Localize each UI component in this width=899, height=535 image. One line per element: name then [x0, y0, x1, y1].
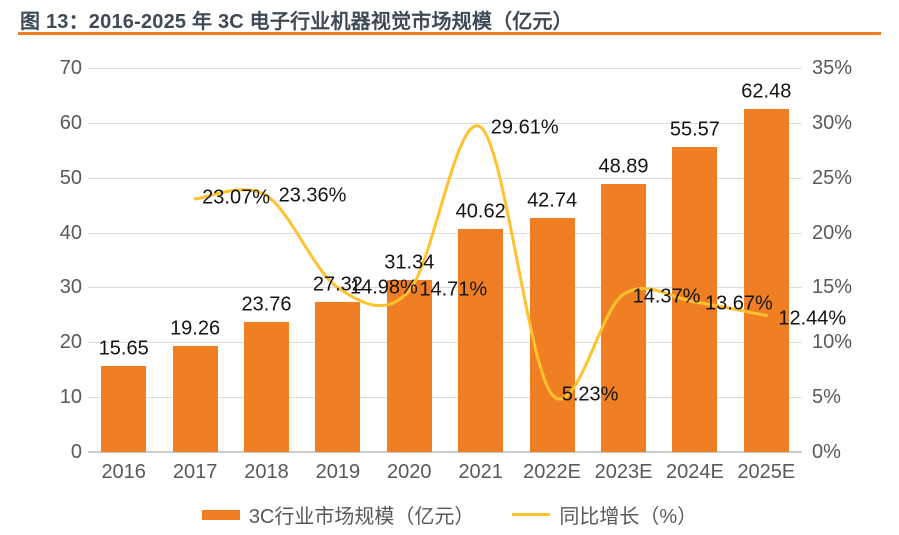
- x-axis-label-2018: 2018: [244, 461, 289, 483]
- y-axis-right-tick-10%: 10%: [812, 331, 853, 354]
- growth-line: [193, 124, 768, 401]
- bar-value-2023E: 48.89: [598, 155, 649, 178]
- bar-value-2021: 40.62: [455, 200, 506, 223]
- x-axis-label-2023E: 2023E: [594, 461, 653, 483]
- x-axis-line: [88, 451, 802, 453]
- growth-value-2018: 23.36%: [278, 184, 347, 207]
- bar-value-2022E: 42.74: [527, 189, 578, 212]
- x-axis-label-2021: 2021: [458, 461, 503, 483]
- legend-item-growth: 同比增长（%）: [512, 500, 697, 529]
- gridline-70: [88, 68, 802, 69]
- bar-value-2016: 15.65: [98, 337, 149, 360]
- y-axis-right-tick-20%: 20%: [812, 221, 853, 244]
- bar-2022E: [529, 217, 575, 452]
- bar-2020: [386, 280, 432, 452]
- y-axis-left-tick-60: 60: [59, 111, 82, 134]
- growth-value-2023E: 14.37%: [632, 285, 701, 308]
- y-axis-right-tick-35%: 35%: [812, 57, 853, 79]
- x-axis-label-2025E: 2025E: [737, 461, 796, 483]
- growth-value-2025E: 12.44%: [778, 307, 847, 329]
- y-axis-right-tick-15%: 15%: [812, 276, 853, 299]
- y-axis-left-tick-50: 50: [59, 166, 82, 189]
- y-axis-left-tick-70: 70: [59, 57, 82, 79]
- chart-legend: 3C行业市场规模（亿元） 同比增长（%）: [0, 500, 899, 529]
- growth-value-2021: 29.61%: [490, 116, 559, 139]
- line-series-swatch: [512, 513, 551, 516]
- growth-value-2022E: 5.23%: [561, 383, 619, 406]
- bar-value-2018: 23.76: [241, 293, 292, 316]
- bar-2019: [315, 302, 361, 452]
- legend-item-market-size: 3C行业市场规模（亿元）: [201, 500, 475, 529]
- bar-value-2024E: 55.57: [669, 118, 720, 141]
- y-axis-left-tick-30: 30: [59, 276, 82, 299]
- x-axis-label-2017: 2017: [172, 461, 218, 483]
- y-axis-left-tick-0: 0: [70, 441, 82, 463]
- figure-title: 图 13：2016-2025 年 3C 电子行业机器视觉市场规模（亿元）: [20, 11, 573, 33]
- growth-line-layer: [193, 124, 768, 401]
- bar-value-2025E: 62.48: [741, 80, 792, 103]
- growth-value-2017: 23.07%: [202, 186, 271, 209]
- growth-value-2019: 14.98%: [349, 276, 418, 299]
- gridline-60: [88, 122, 802, 124]
- bar-2021: [458, 229, 504, 452]
- y-axis-left-tick-40: 40: [59, 221, 82, 244]
- y-axis-left-tick-10: 10: [59, 386, 82, 409]
- gridline-30: [88, 287, 802, 289]
- bar-series-label: 3C行业市场规模（亿元）: [248, 506, 475, 528]
- y-axis-right-tick-0%: 0%: [812, 441, 841, 463]
- x-axis-label-2019: 2019: [315, 461, 361, 483]
- x-axis-label-2016: 2016: [101, 461, 146, 483]
- bar-2025E: [743, 109, 789, 452]
- bar-value-2017: 19.26: [170, 317, 221, 340]
- bar-value-2020: 31.34: [384, 251, 435, 274]
- gridline-20: [88, 342, 802, 344]
- x-axis-label-2022E: 2022E: [523, 461, 582, 483]
- bar-value-2019: 27.32: [312, 273, 363, 296]
- y-axis-right-tick-30%: 30%: [812, 111, 853, 134]
- gridline-10: [88, 397, 802, 399]
- growth-value-2024E: 13.67%: [704, 292, 773, 315]
- y-axis-right-tick-25%: 25%: [812, 166, 853, 189]
- bar-2018: [244, 321, 289, 452]
- y-axis-left-tick-20: 20: [59, 331, 82, 354]
- bar-2017: [172, 346, 218, 452]
- title-underline: [18, 32, 881, 35]
- bar-series-swatch: [201, 509, 240, 520]
- y-axis-right-tick-5%: 5%: [812, 386, 841, 409]
- growth-value-2020: 14.71%: [419, 278, 488, 301]
- bar-2016: [101, 366, 147, 452]
- x-axis-label-2024E: 2024E: [665, 461, 724, 483]
- line-series-label: 同比增长（%）: [559, 506, 698, 528]
- x-axis-label-2020: 2020: [387, 461, 432, 483]
- gridline-40: [88, 232, 802, 234]
- gridline-50: [88, 177, 802, 179]
